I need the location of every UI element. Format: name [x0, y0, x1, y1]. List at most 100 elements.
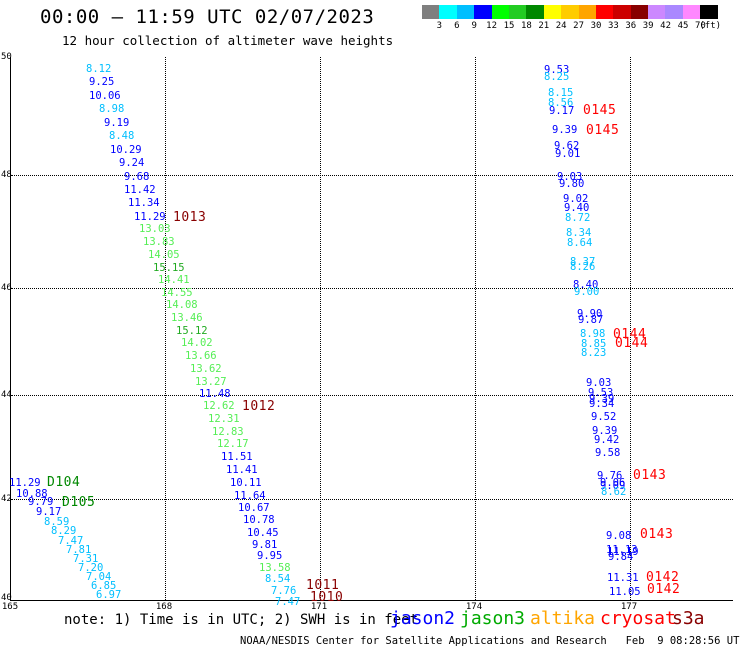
- pass-label: D105: [62, 495, 96, 510]
- lon-tick-label: 177: [620, 602, 638, 612]
- gridline-lat-48: [11, 175, 733, 176]
- swh-value: 11.29: [9, 477, 41, 489]
- swh-value: 9.01: [555, 148, 581, 160]
- swh-value: 9.34: [589, 398, 615, 410]
- swh-value: 9.03: [586, 377, 612, 389]
- swh-value: 11.48: [199, 388, 231, 400]
- color-scale-label: 70: [694, 21, 706, 31]
- swh-value: 13.03: [139, 223, 171, 235]
- swh-value: 8.64: [567, 237, 593, 249]
- swh-value: 9.17: [549, 105, 575, 117]
- color-scale-swatch: [508, 5, 527, 19]
- swh-value: 8.98: [99, 103, 125, 115]
- pass-label: 0144: [613, 327, 647, 342]
- swh-value: 11.34: [128, 197, 160, 209]
- footnote: note: 1) Time is in UTC; 2) SWH is in fe…: [64, 612, 419, 628]
- swh-value: 10.06: [89, 90, 121, 102]
- swh-value: 9.80: [559, 178, 585, 190]
- gridline-lat-42: [11, 499, 733, 500]
- swh-value: 9.25: [89, 76, 115, 88]
- legend-jason2: jason2: [390, 608, 456, 629]
- swh-value: 11.51: [221, 451, 253, 463]
- swh-value: 9.00: [574, 286, 600, 298]
- color-scale-swatch: [630, 5, 649, 19]
- swh-value: 14.05: [148, 249, 180, 261]
- swh-value: 8.25: [544, 71, 570, 83]
- pass-label: 1011: [306, 578, 340, 593]
- swh-value: 9.09: [600, 480, 626, 492]
- swh-value: 8.37: [570, 256, 596, 268]
- swh-value: 8.12: [86, 63, 112, 75]
- swh-value: 9.52: [591, 411, 617, 423]
- swh-value: 8.34: [566, 227, 592, 239]
- swh-value: 9.84: [608, 551, 634, 563]
- swh-value: 8.29: [51, 525, 77, 537]
- lon-tick-label: 174: [465, 602, 483, 612]
- swh-value: 10.45: [247, 527, 279, 539]
- swh-value: 12.17: [217, 438, 249, 450]
- pass-label: 0145: [586, 123, 620, 138]
- pass-label: 1010: [310, 590, 344, 605]
- swh-value: 13.83: [143, 236, 175, 248]
- swh-value: 11.64: [234, 490, 266, 502]
- lat-tick-label: 44: [1, 390, 12, 400]
- gridline-lat-44: [11, 395, 733, 396]
- swh-value: 7.20: [78, 562, 104, 574]
- plot-area: [10, 57, 733, 601]
- lon-tick-label: 171: [310, 602, 328, 612]
- swh-value: 11.42: [124, 184, 156, 196]
- swh-value: 14.55: [161, 287, 193, 299]
- swh-value: 11.19: [607, 546, 639, 558]
- swh-value: 12.31: [208, 413, 240, 425]
- swh-value: 9.08: [606, 530, 632, 542]
- color-scale-swatch: [561, 5, 579, 19]
- color-scale-swatch: [422, 5, 440, 19]
- pass-label: 0144: [615, 336, 649, 351]
- color-scale-swatch: [474, 5, 492, 19]
- swh-value: 9.17: [36, 506, 62, 518]
- gridline-lon-174: [475, 57, 476, 600]
- swh-value: 15.12: [176, 325, 208, 337]
- legend-cryosat: cryosat: [600, 608, 676, 629]
- color-scale-label: 15: [503, 21, 515, 31]
- swh-value: 13.62: [190, 363, 222, 375]
- swh-value: 8.23: [581, 347, 607, 359]
- color-scale-label: 42: [660, 21, 672, 31]
- swh-value: 7.47: [275, 596, 301, 608]
- lat-tick-label: 46: [1, 283, 12, 293]
- lat-tick-label: 40: [1, 593, 12, 603]
- lat-tick-label: 50: [1, 52, 12, 62]
- swh-value: 8.26: [570, 261, 596, 273]
- color-scale-label: 45: [677, 21, 689, 31]
- gridline-lon-168: [165, 57, 166, 600]
- legend-jason3: jason3: [460, 608, 526, 629]
- color-scale-label: 24: [555, 21, 567, 31]
- color-scale-label: 33: [607, 21, 619, 31]
- color-scale-swatch: [456, 5, 475, 19]
- swh-value: 10.78: [243, 514, 275, 526]
- pass-label: 0143: [640, 527, 674, 542]
- swh-value: 9.87: [578, 314, 604, 326]
- swh-value: 8.98: [580, 328, 606, 340]
- pass-label: 0145: [583, 103, 617, 118]
- swh-value: 14.02: [181, 337, 213, 349]
- swh-value: 7.31: [73, 553, 99, 565]
- swh-value: 9.76: [597, 470, 623, 482]
- color-scale-label: 27: [573, 21, 585, 31]
- swh-value: 11.41: [226, 464, 258, 476]
- pass-label: 1012: [242, 399, 276, 414]
- color-scale-swatch: [543, 5, 562, 19]
- swh-value: 8.54: [265, 573, 291, 585]
- lat-tick-label: 48: [1, 170, 12, 180]
- color-scale-swatch: [526, 5, 544, 19]
- swh-value: 9.06: [600, 477, 626, 489]
- swh-value: 8.62: [601, 486, 627, 498]
- swh-value: 9.19: [104, 117, 130, 129]
- legend-altika: altika: [530, 608, 596, 629]
- swh-value: 6.85: [91, 580, 117, 592]
- pass-label: 0143: [633, 468, 667, 483]
- lat-tick-label: 42: [1, 494, 12, 504]
- pass-label: 0142: [646, 570, 680, 585]
- swh-value: 15.15: [153, 262, 185, 274]
- swh-value: 10.88: [16, 488, 48, 500]
